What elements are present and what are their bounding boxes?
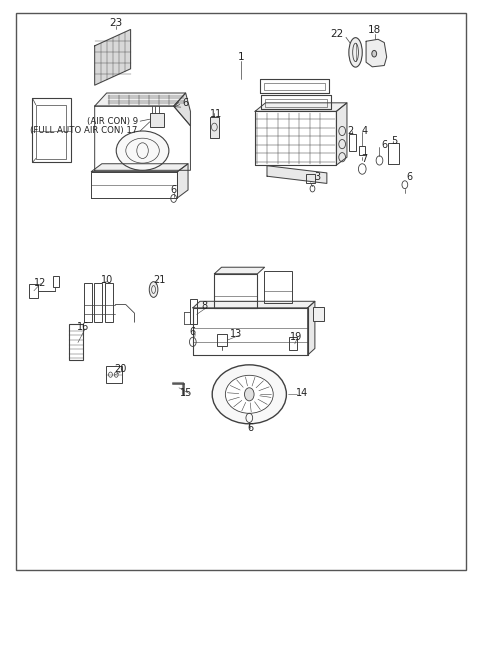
Bar — [36, 105, 66, 159]
Bar — [210, 117, 219, 138]
Polygon shape — [215, 267, 264, 274]
Polygon shape — [95, 29, 131, 85]
Polygon shape — [193, 301, 315, 308]
Bar — [94, 283, 102, 322]
Ellipse shape — [226, 375, 273, 413]
Circle shape — [372, 50, 377, 57]
Text: 21: 21 — [153, 274, 166, 285]
Text: (AIR CON) 9: (AIR CON) 9 — [87, 117, 138, 126]
Text: 6: 6 — [182, 98, 189, 109]
Bar — [29, 284, 38, 298]
Bar — [33, 98, 71, 162]
Circle shape — [244, 388, 254, 401]
Polygon shape — [178, 164, 188, 198]
Text: (FULL AUTO AIR CON) 17: (FULL AUTO AIR CON) 17 — [30, 126, 138, 136]
Text: 3: 3 — [314, 172, 320, 182]
Polygon shape — [91, 164, 188, 172]
Text: 7: 7 — [361, 153, 367, 164]
Text: 19: 19 — [289, 332, 302, 343]
Bar — [16, 13, 466, 570]
Ellipse shape — [116, 131, 169, 170]
Text: 6: 6 — [406, 172, 412, 182]
Text: 8: 8 — [202, 301, 208, 311]
Text: 6: 6 — [170, 185, 177, 195]
Bar — [360, 146, 365, 155]
Bar — [264, 99, 327, 107]
Bar — [215, 274, 257, 308]
Text: 15: 15 — [180, 388, 193, 398]
Bar — [388, 143, 398, 164]
Bar — [84, 283, 92, 322]
Polygon shape — [174, 93, 191, 126]
Bar — [306, 174, 315, 183]
Bar — [264, 83, 325, 90]
Bar — [264, 271, 292, 303]
Bar — [349, 134, 356, 151]
Bar — [106, 366, 122, 383]
Bar — [105, 283, 113, 322]
Text: 6: 6 — [247, 423, 253, 434]
Bar — [190, 299, 197, 324]
Text: 2: 2 — [348, 126, 354, 136]
Polygon shape — [95, 93, 186, 106]
Bar — [217, 334, 227, 346]
Bar — [69, 324, 83, 360]
Ellipse shape — [149, 282, 158, 297]
Text: 13: 13 — [230, 329, 242, 339]
Text: 22: 22 — [330, 29, 343, 39]
Polygon shape — [336, 103, 347, 165]
Text: 1: 1 — [238, 52, 244, 62]
Polygon shape — [255, 103, 347, 111]
Text: 12: 12 — [35, 278, 47, 288]
Bar — [313, 307, 324, 321]
Bar — [150, 113, 164, 127]
Text: 20: 20 — [114, 364, 126, 375]
Ellipse shape — [212, 365, 287, 424]
Polygon shape — [267, 166, 327, 183]
Bar — [53, 276, 59, 287]
Text: 5: 5 — [391, 136, 397, 147]
Text: 14: 14 — [296, 388, 308, 398]
Text: 10: 10 — [100, 275, 113, 286]
Ellipse shape — [349, 37, 362, 67]
Bar — [288, 337, 297, 350]
Polygon shape — [308, 301, 315, 355]
Text: 4: 4 — [361, 126, 367, 136]
Text: 6: 6 — [381, 140, 387, 151]
Polygon shape — [366, 39, 387, 67]
Text: 16: 16 — [77, 322, 89, 333]
Text: 11: 11 — [210, 109, 222, 119]
Text: 6: 6 — [190, 327, 196, 337]
Text: 23: 23 — [109, 18, 123, 28]
Text: 18: 18 — [368, 25, 381, 35]
